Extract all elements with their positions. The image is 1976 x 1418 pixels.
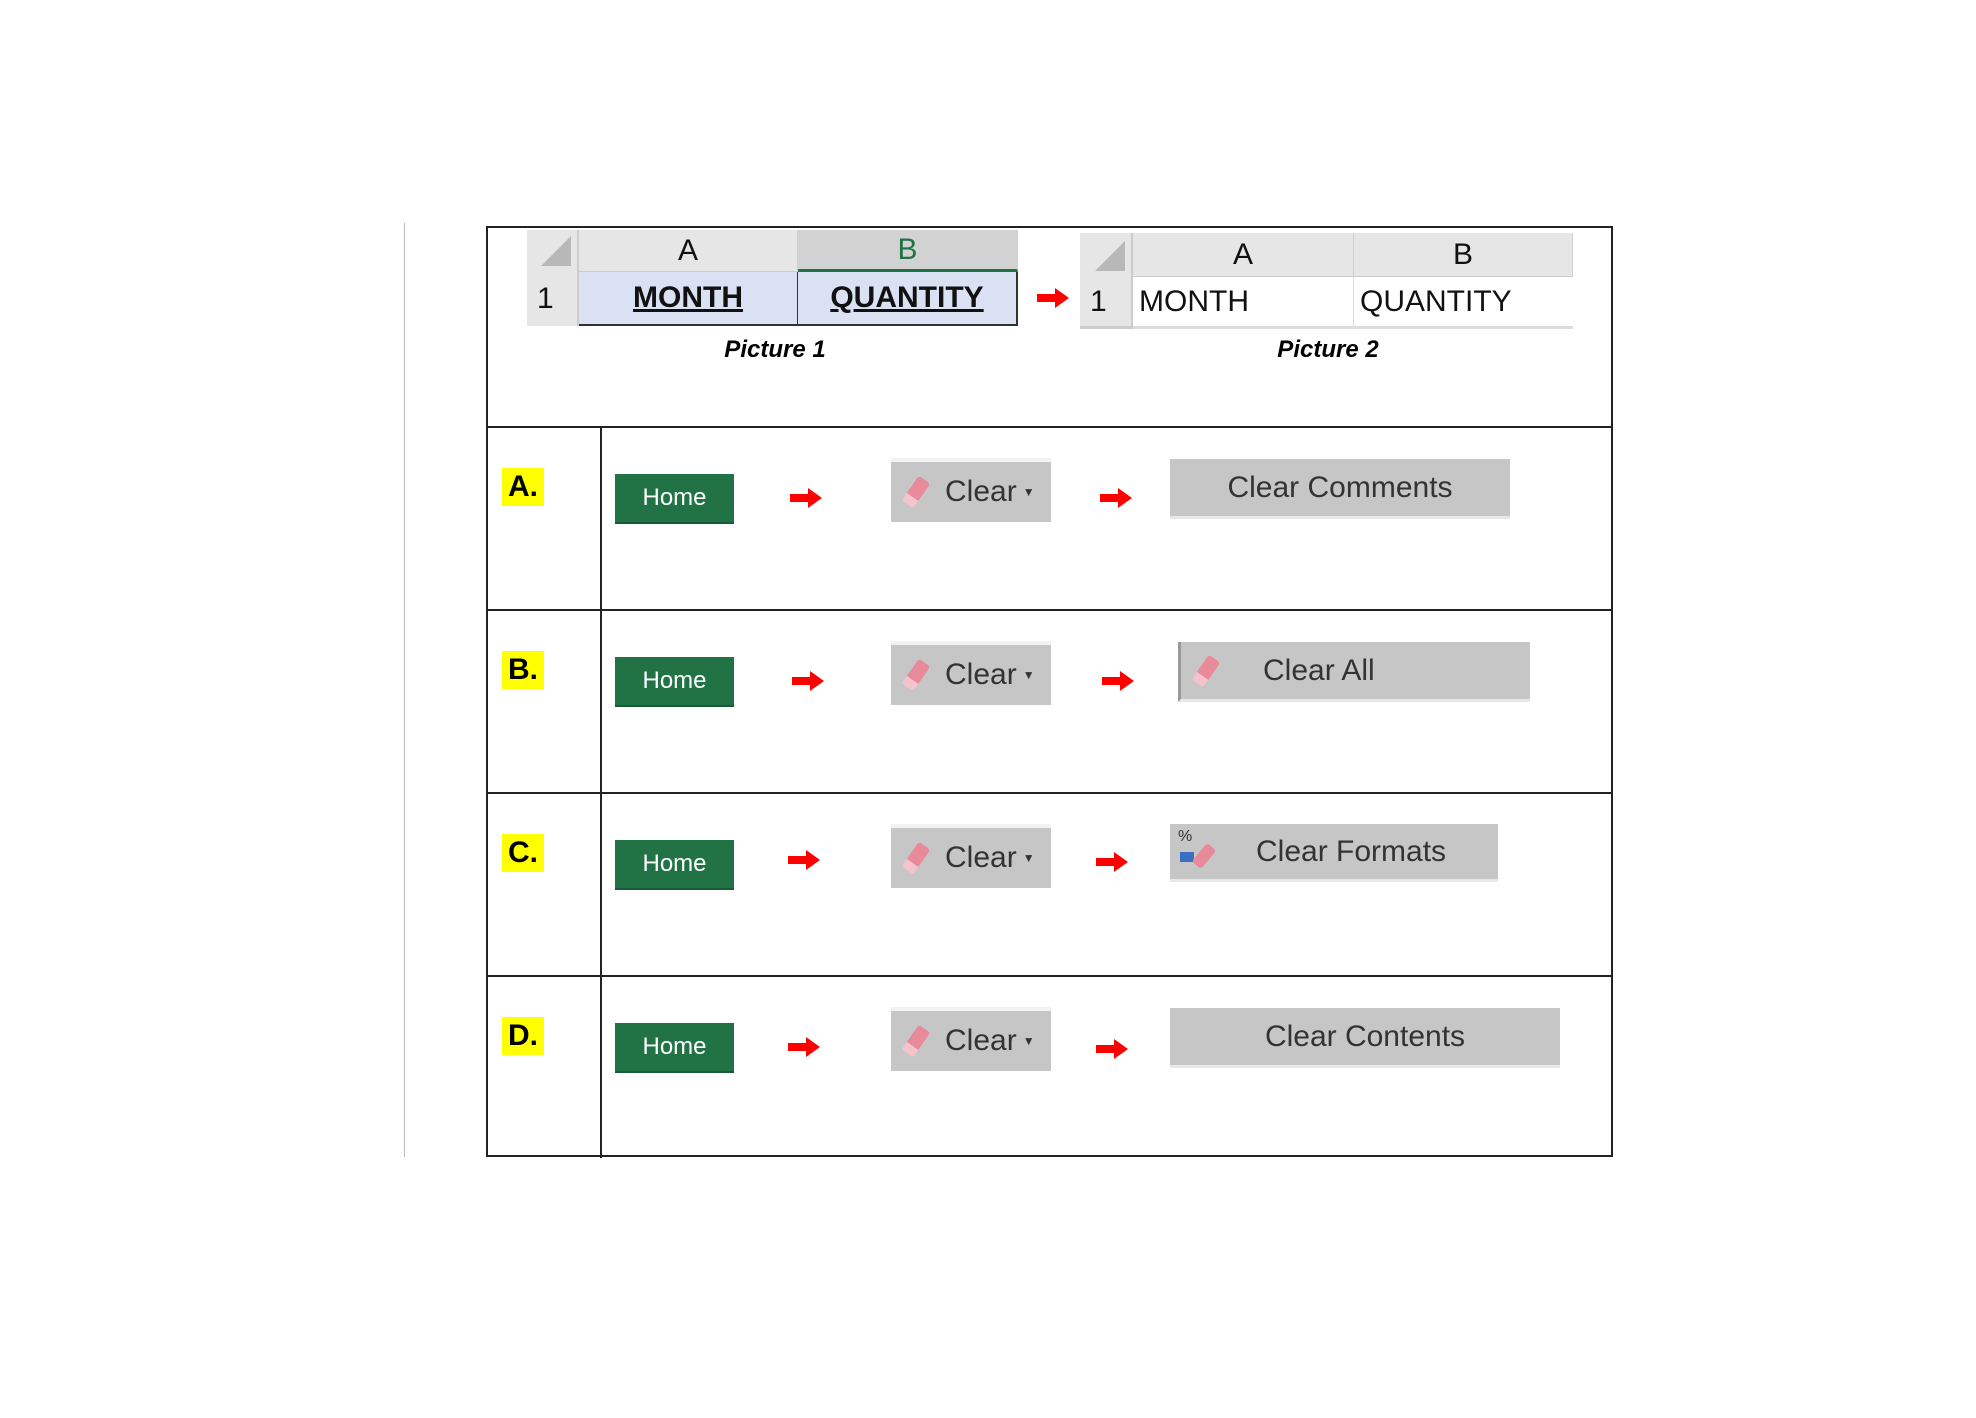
option-row-d: D. Home Clear ▼ Clear Contents <box>488 977 1611 1158</box>
clear-dropdown-button[interactable]: Clear ▼ <box>891 824 1051 888</box>
row-header-1: 1 <box>1080 277 1133 329</box>
eraser-icon <box>901 475 931 509</box>
chevron-down-icon: ▼ <box>1022 485 1035 499</box>
eraser-icon <box>1191 654 1221 687</box>
home-tab[interactable]: Home <box>615 474 734 524</box>
cell-a1: MONTH <box>579 272 798 326</box>
clear-label: Clear <box>945 475 1017 508</box>
option-row-c: C. Home Clear ▼ % Clear Formats <box>488 794 1611 977</box>
home-tab[interactable]: Home <box>615 1023 734 1073</box>
clear-formats-option[interactable]: % Clear Formats <box>1170 824 1498 882</box>
arrow-right-icon <box>1037 288 1069 308</box>
column-header-a: A <box>1133 233 1354 277</box>
pictures-section: A B 1 MONTH QUANTITY Picture 1 A B 1 MON… <box>488 228 1611 428</box>
clear-label: Clear <box>945 841 1017 874</box>
clear-formats-icon: % <box>1178 828 1222 872</box>
arrow-right-icon <box>788 1037 820 1057</box>
picture-1-caption: Picture 1 <box>724 336 826 363</box>
home-tab[interactable]: Home <box>615 657 734 707</box>
clear-contents-option[interactable]: Clear Contents <box>1170 1008 1560 1068</box>
cell-a1-text: MONTH <box>633 281 743 314</box>
arrow-right-icon <box>1100 488 1132 508</box>
eraser-icon <box>901 1024 931 1058</box>
cell-b1-text: QUANTITY <box>830 281 984 314</box>
chevron-down-icon: ▼ <box>1022 1034 1035 1048</box>
eraser-icon <box>901 658 931 692</box>
chevron-down-icon: ▼ <box>1022 668 1035 682</box>
option-label: Clear Comments <box>1227 470 1453 504</box>
picture-2-caption: Picture 2 <box>1277 336 1379 363</box>
margin-line <box>404 223 405 1157</box>
clear-all-option[interactable]: Clear All <box>1178 642 1530 702</box>
column-header-b: B <box>1354 233 1573 277</box>
column-header-b: B <box>798 230 1018 272</box>
arrow-right-icon <box>1096 1039 1128 1059</box>
clear-dropdown-button[interactable]: Clear ▼ <box>891 458 1051 522</box>
clear-dropdown-button[interactable]: Clear ▼ <box>891 1007 1051 1071</box>
cell-b1: QUANTITY <box>798 272 1018 326</box>
select-all-corner <box>527 230 579 272</box>
arrow-right-icon <box>1096 852 1128 872</box>
option-letter: D. <box>502 1017 544 1055</box>
chevron-down-icon: ▼ <box>1022 851 1035 865</box>
select-all-corner <box>1080 233 1133 277</box>
arrow-right-icon <box>1102 671 1134 691</box>
clear-label: Clear <box>945 658 1017 691</box>
clear-label: Clear <box>945 1024 1017 1057</box>
option-letter: A. <box>502 468 544 506</box>
home-tab[interactable]: Home <box>615 840 734 890</box>
arrow-right-icon <box>792 671 824 691</box>
cell-a1: MONTH <box>1133 277 1354 329</box>
arrow-right-icon <box>788 850 820 870</box>
question-table: A B 1 MONTH QUANTITY Picture 1 A B 1 MON… <box>486 226 1613 1158</box>
arrow-right-icon <box>790 488 822 508</box>
option-label: Clear Contents <box>1264 1019 1466 1053</box>
option-row-a: A. Home Clear ▼ Clear Comments <box>488 428 1611 611</box>
clear-dropdown-button[interactable]: Clear ▼ <box>891 641 1051 705</box>
option-letter: C. <box>502 834 544 872</box>
option-row-b: B. Home Clear ▼ Clear All <box>488 611 1611 794</box>
column-header-a: A <box>579 230 798 272</box>
cell-b1: QUANTITY <box>1354 277 1573 329</box>
option-label: Clear Formats <box>1256 834 1447 868</box>
row-header-1: 1 <box>527 272 579 326</box>
eraser-icon <box>901 841 931 875</box>
clear-comments-option[interactable]: Clear Comments <box>1170 459 1510 519</box>
option-letter: B. <box>502 651 544 689</box>
option-label: Clear All <box>1263 653 1375 687</box>
